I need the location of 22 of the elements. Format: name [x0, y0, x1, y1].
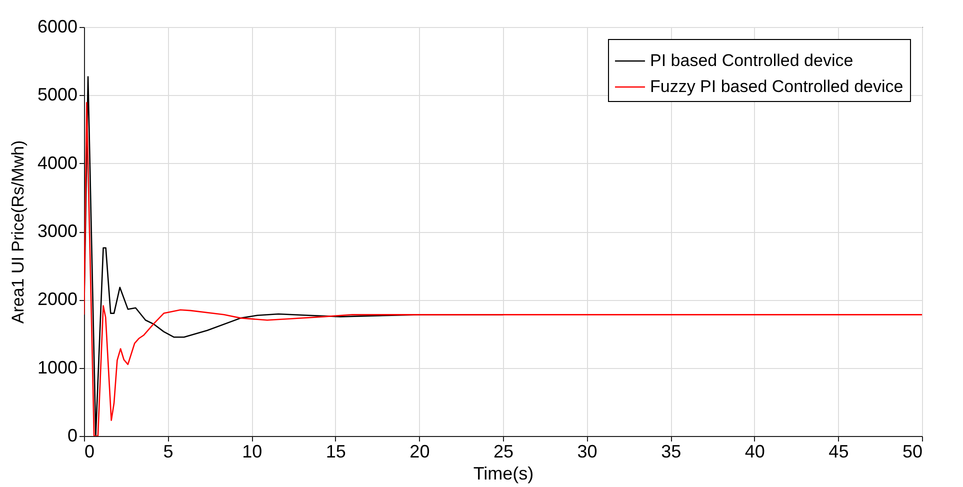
x-tick-label: 10 — [242, 442, 262, 462]
y-tick-label: 4000 — [37, 152, 78, 173]
x-tick-label: 50 — [902, 442, 922, 462]
x-tick-label: 20 — [410, 442, 430, 462]
y-tick-label: 3000 — [37, 221, 78, 241]
y-tick-label: 5000 — [37, 84, 78, 105]
y-tick-label: 0 — [67, 426, 78, 446]
x-tick-label: 0 — [84, 442, 95, 462]
x-tick-label: 30 — [577, 442, 598, 462]
y-tick-label: 2000 — [37, 289, 78, 310]
x-tick-label: 45 — [828, 442, 849, 462]
x-tick-label: 40 — [744, 442, 765, 462]
x-tick-label: 25 — [493, 442, 514, 462]
legend-label: PI based Controlled device — [650, 51, 854, 70]
x-tick-label: 35 — [661, 442, 682, 462]
x-axis-title: Time(s) — [473, 464, 534, 484]
y-axis-title: Area1 UI Price(Rs/Mwh) — [8, 140, 28, 324]
x-tick-label: 5 — [163, 442, 174, 462]
y-tick-label: 1000 — [37, 357, 78, 378]
y-tick-label: 6000 — [37, 16, 78, 36]
legend-label: Fuzzy PI based Controlled device — [650, 77, 904, 96]
x-tick-label: 15 — [326, 442, 346, 462]
